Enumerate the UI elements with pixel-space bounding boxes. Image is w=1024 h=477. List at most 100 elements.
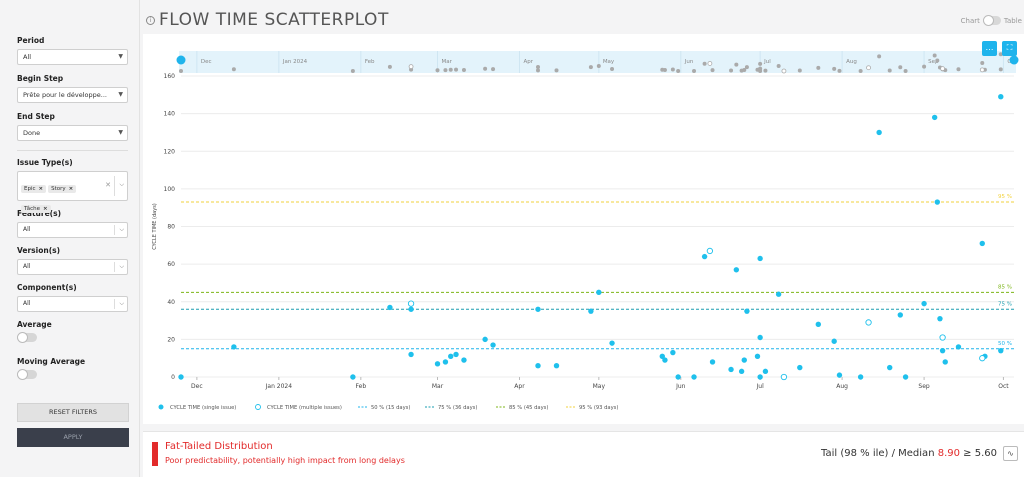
distribution-footer: Fat-Tailed Distribution Poor predictabil… xyxy=(143,431,1024,477)
begin-step-select[interactable]: Prête pour le développe... ▼ xyxy=(17,87,128,103)
data-point-single xyxy=(670,349,676,356)
table-view-label: Table xyxy=(1003,16,1022,25)
navigator-label: Apr xyxy=(523,59,533,65)
alert-bar xyxy=(152,442,158,466)
navigator-point xyxy=(922,64,927,69)
navigator-point xyxy=(998,52,1003,57)
x-tick-label: Jan 2024 xyxy=(265,383,293,390)
navigator-point xyxy=(887,68,892,73)
navigator-point xyxy=(596,63,601,68)
data-point-multiple xyxy=(939,334,946,341)
data-point-single xyxy=(659,353,665,360)
fullscreen-icon[interactable]: ⛶ xyxy=(1002,41,1017,56)
navigator-point xyxy=(448,67,453,72)
reset-filters-button[interactable]: RESET FILTERS xyxy=(17,403,129,422)
versions-select[interactable]: All ⌵ xyxy=(17,259,128,275)
navigator-label: May xyxy=(603,59,615,65)
navigator-point xyxy=(763,68,768,73)
navigator-point xyxy=(491,67,496,72)
period-select[interactable]: All ▼ xyxy=(17,49,128,65)
clear-icon[interactable]: ✕ xyxy=(105,181,111,189)
data-point-single xyxy=(675,374,681,380)
issue-types-multiselect[interactable]: Epic × Story × Tâche × ✕ ⌵ xyxy=(17,171,128,213)
data-point-single xyxy=(701,253,708,260)
moving-average-toggle[interactable] xyxy=(17,369,37,380)
data-point-single xyxy=(937,315,943,322)
remove-chip-icon[interactable]: × xyxy=(38,186,44,192)
navigator-point xyxy=(692,69,697,73)
data-point-single xyxy=(762,368,769,375)
chevron-down-icon: ▼ xyxy=(118,91,123,98)
navigator-label: Aug xyxy=(846,59,857,65)
data-point-single xyxy=(955,344,962,350)
data-point-single xyxy=(434,361,441,367)
data-point-single xyxy=(387,304,393,311)
legend-label: 50 % (15 days) xyxy=(371,405,410,411)
navigator-point xyxy=(898,65,903,70)
components-value: All xyxy=(23,300,31,307)
legend-label: CYCLE TIME (single issue) xyxy=(170,405,236,411)
navigator-point xyxy=(707,61,713,66)
issue-type-chip: Story × xyxy=(48,185,77,193)
tail-ratio: Tail (98 % ile) / Median 8.90 ≥ 5.60 xyxy=(821,448,997,459)
y-tick-label: 60 xyxy=(167,261,175,268)
features-select[interactable]: All ⌵ xyxy=(17,222,128,238)
end-step-value: Done xyxy=(23,129,41,137)
navigator-point xyxy=(536,68,540,73)
data-point-single xyxy=(942,359,948,365)
apply-button[interactable]: APPLY xyxy=(17,428,129,447)
navigator-point xyxy=(350,69,355,73)
end-step-select[interactable]: Done ▼ xyxy=(17,125,128,141)
pulse-icon[interactable]: ∿ xyxy=(1003,446,1018,461)
begin-step-label: Begin Step xyxy=(17,74,64,83)
navigator-handle-left xyxy=(176,55,186,65)
navigator-label: Jul xyxy=(763,59,771,65)
data-point-single xyxy=(998,93,1004,100)
navigator-point xyxy=(662,67,667,72)
data-point-single xyxy=(461,357,467,363)
versions-label: Version(s) xyxy=(17,246,61,255)
tail-threshold: ≥ 5.60 xyxy=(963,448,997,459)
y-tick-label: 0 xyxy=(171,374,175,381)
data-point-single xyxy=(482,336,488,343)
data-point-single xyxy=(815,321,822,328)
data-point-single xyxy=(350,374,356,380)
data-point-single xyxy=(931,114,938,121)
view-toggle[interactable] xyxy=(982,15,1001,26)
navigator-point xyxy=(483,66,488,71)
navigator-point xyxy=(816,65,821,70)
y-tick-label: 100 xyxy=(164,186,176,193)
x-tick-label: Jun xyxy=(675,383,686,390)
legend-label: 75 % (36 days) xyxy=(438,405,477,411)
navigator-point xyxy=(998,67,1003,72)
navigator-point xyxy=(554,68,559,73)
data-point-single xyxy=(596,289,602,296)
info-icon[interactable]: i xyxy=(146,15,155,25)
data-point-single xyxy=(553,363,560,369)
chevron-down-icon[interactable]: ⌵ xyxy=(119,181,124,188)
data-point-single xyxy=(876,129,882,136)
navigator-point xyxy=(387,64,392,69)
data-point-single xyxy=(998,347,1004,354)
ellipsis-icon[interactable]: … xyxy=(982,41,997,56)
data-point-single xyxy=(857,374,864,380)
average-label: Average xyxy=(17,320,52,329)
data-point-single xyxy=(741,357,747,363)
legend-label: 85 % (45 days) xyxy=(509,405,548,411)
data-point-single xyxy=(733,267,740,273)
average-toggle[interactable] xyxy=(17,332,37,343)
navigator-handle-right xyxy=(1009,55,1019,65)
data-point-single xyxy=(757,334,763,341)
navigator-point xyxy=(231,67,236,72)
remove-chip-icon[interactable]: × xyxy=(68,186,74,192)
remove-chip-icon[interactable]: × xyxy=(42,206,48,212)
issue-types-label: Issue Type(s) xyxy=(17,158,73,167)
data-point-single xyxy=(448,353,454,360)
components-select[interactable]: All ⌵ xyxy=(17,296,128,312)
components-label: Component(s) xyxy=(17,283,77,292)
data-point-multiple xyxy=(706,247,714,255)
scatterplot-chart[interactable]: Dec Jan 2024 Feb Mar Apr May Jun Jul Aug Sep Oct 0 2… xyxy=(143,34,1024,424)
x-tick-label: Aug xyxy=(836,383,848,390)
chart-panel: Dec Jan 2024 Feb Mar Apr May Jun Jul Aug Sep Oct 0 2… xyxy=(143,34,1024,424)
distribution-subtitle: Poor predictability, potentially high im… xyxy=(165,456,405,465)
